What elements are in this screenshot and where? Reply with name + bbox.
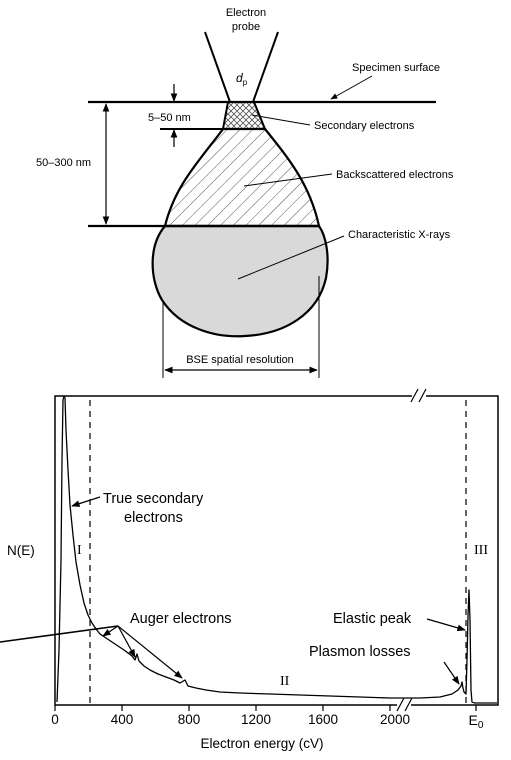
region-label-ii: II <box>280 674 290 689</box>
plasmon-losses-arrow <box>443 661 460 685</box>
backscattered-depth-label: 50–300 nm <box>36 157 91 169</box>
plot-frame <box>54 395 499 706</box>
characteristic-xrays-leader <box>237 235 345 280</box>
probe-diameter-label: dp <box>236 71 248 87</box>
e0-symbol: E <box>469 712 478 728</box>
auger-label: Auger electrons <box>130 611 232 627</box>
true-secondary-label-line1: True secondary <box>103 491 204 507</box>
auger-arrow-3 <box>117 625 183 679</box>
tick-label-0: 0 <box>51 712 59 727</box>
tick-label-1200: 1200 <box>241 712 271 727</box>
x-axis-label: Electron energy (cV) <box>200 736 323 751</box>
region-label-i: I <box>77 543 82 558</box>
top-axis-break <box>410 388 427 403</box>
probe-right-edge <box>252 31 279 103</box>
xray-region <box>151 224 329 338</box>
elastic-peak-arrow <box>426 618 466 632</box>
tick-label-400: 400 <box>111 712 134 727</box>
backscattered-region <box>163 127 321 228</box>
spectrum-curve <box>56 395 497 704</box>
auger-arrow-2 <box>117 625 136 658</box>
secondary-depth-label: 5–50 nm <box>148 112 191 124</box>
backscattered-electrons-leader <box>243 173 333 187</box>
probe-diameter-subscript: p <box>243 78 248 87</box>
energy-spectrum-plot: 0 400 800 1200 1600 2000 E0 Electron ene… <box>0 388 499 751</box>
tick-label-800: 800 <box>178 712 201 727</box>
plasmon-losses-label: Plasmon losses <box>309 644 411 660</box>
tick-label-1600: 1600 <box>308 712 338 727</box>
secondary-region <box>221 101 267 130</box>
true-secondary-label-line2: electrons <box>124 510 183 526</box>
region-label-iii: III <box>474 543 488 558</box>
characteristic-xrays-label: Characteristic X-rays <box>348 229 451 241</box>
bottom-axis-break <box>396 697 413 712</box>
secondary-electrons-label: Secondary electrons <box>314 120 415 132</box>
x-axis-ticks <box>54 705 477 711</box>
probe-diameter-symbol: d <box>236 71 243 85</box>
probe-label-line2: probe <box>232 21 260 33</box>
auger-pointer-line <box>0 625 119 643</box>
specimen-surface-label: Specimen surface <box>352 62 440 74</box>
tick-label-e0: E0 <box>469 712 484 731</box>
probe-label-line1: Electron <box>226 7 266 19</box>
true-secondary-arrow <box>71 496 101 507</box>
probe-left-edge <box>204 31 231 103</box>
specimen-surface-leader <box>330 75 373 100</box>
bse-resolution-label: BSE spatial resolution <box>186 354 294 366</box>
auger-arrow-1 <box>102 625 119 637</box>
y-axis-label: N(E) <box>7 543 35 558</box>
e0-subscript: 0 <box>478 720 484 731</box>
tick-label-2000: 2000 <box>380 712 410 727</box>
backscattered-electrons-label: Backscattered electrons <box>336 169 454 181</box>
interaction-volume-diagram: Electron probe dp Specimen surface 5–50 … <box>36 7 454 378</box>
elastic-peak-label: Elastic peak <box>333 611 412 627</box>
secondary-electrons-leader <box>251 114 311 126</box>
